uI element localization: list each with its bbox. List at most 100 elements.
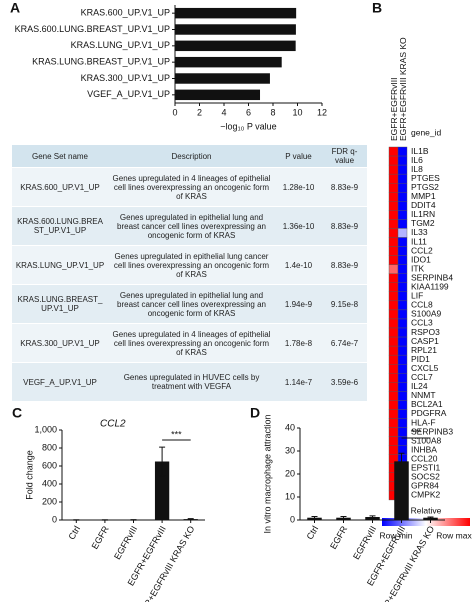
bar	[175, 56, 282, 68]
column-label: EGFR+EGFRvIII KRAS KO	[398, 37, 408, 141]
heatmap-cell	[397, 228, 408, 238]
y-tick-label: 30	[285, 445, 295, 455]
row-label: PTGS2	[411, 182, 439, 192]
row-label: PID1	[411, 354, 430, 364]
chart-title: CCL2	[100, 419, 126, 430]
x-tick-label: Ctrl	[305, 524, 321, 541]
table-row: KRAS.600_UP.V1_UP Genes upregulated in 4 …	[12, 167, 367, 207]
y-tick-label: 40	[285, 422, 295, 432]
row-label: IL8	[411, 164, 423, 174]
table-cell: Genes upregulated in epithelial lung can…	[108, 245, 275, 285]
heatmap-cell	[397, 246, 408, 256]
bar	[394, 461, 409, 520]
table-cell: 1.94e-9	[275, 284, 322, 324]
row-label: IL33	[411, 227, 428, 237]
heatmap-cell	[397, 409, 408, 419]
heatmap-cell	[388, 445, 399, 455]
heatmap-cell	[388, 201, 399, 211]
heatmap-cell	[397, 373, 408, 383]
x-tick-label: EGFRvIII	[112, 524, 139, 561]
row-label: CCL2	[411, 245, 433, 255]
x-tick-label: 0	[172, 107, 177, 117]
table-row: KRAS.LUNG.BREAST_UP.V1_UP Genes upregulat…	[12, 284, 367, 324]
heatmap-cell	[397, 282, 408, 293]
heatmap-cell	[397, 173, 408, 184]
heatmap-cell	[397, 273, 408, 283]
heatmap-cell	[397, 201, 408, 211]
y-tick-label: 0	[52, 514, 57, 524]
heatmap-cell	[397, 354, 408, 365]
table-cell: 1.28e-10	[275, 167, 322, 207]
table-cell: KRAS.300_UP.V1_UP	[12, 323, 108, 363]
row-label: HLA-F	[411, 417, 436, 427]
row-label: DDIT4	[411, 200, 436, 210]
column-header: Description	[108, 145, 275, 168]
x-tick-label: 10	[292, 107, 302, 117]
row-header: gene_id	[411, 127, 442, 137]
gene-set-table: Gene Set name Description P value FDR q-val…	[12, 145, 367, 402]
heatmap-cell	[388, 155, 399, 166]
table-cell: 9.15e-8	[322, 284, 367, 324]
row-label: IL6	[411, 155, 423, 165]
table-cell: 1.36e-10	[275, 206, 322, 246]
x-tick-label: 4	[221, 107, 226, 117]
table-cell: 8.83e-9	[322, 206, 367, 246]
heatmap-cell	[397, 336, 408, 347]
row-label: S100A9	[411, 309, 442, 319]
error-bar	[369, 515, 376, 519]
y-axis-label: In vitro macrophage attraction	[262, 414, 272, 533]
x-tick-label: 6	[246, 107, 251, 117]
table-cell: KRAS.LUNG_UP.V1_UP	[12, 245, 108, 285]
row-label: IL1B	[411, 146, 429, 156]
row-label: NNMT	[411, 390, 436, 400]
x-axis-label: −log₁₀ P value	[220, 121, 276, 131]
heatmap-cell	[397, 219, 408, 229]
legend-title: Relative	[411, 505, 442, 515]
table-cell: Genes upregulated in 4 lineages of epith…	[108, 323, 275, 363]
row-label: CMPK2	[411, 490, 441, 500]
error-bar	[398, 452, 405, 470]
row-label: S100A8	[411, 435, 442, 445]
error-bar	[427, 516, 434, 519]
row-label: MMP1	[411, 191, 436, 201]
heatmap-cell	[397, 345, 408, 356]
column-header: Gene Set name	[12, 145, 108, 168]
row-label: IL1RN	[411, 209, 435, 219]
heatmap-cell	[397, 391, 408, 401]
heatmap-cell	[397, 192, 408, 202]
x-tick-label: EGFRvIII	[351, 524, 378, 561]
bar	[175, 7, 297, 19]
heatmap-cell	[388, 427, 399, 437]
y-tick-label: 0	[290, 514, 295, 524]
table-cell: Genes upregulated in epithelial lung and…	[108, 206, 275, 246]
row-label: IL11	[411, 236, 427, 246]
row-label: CCL8	[411, 300, 433, 310]
heatmap-cell	[388, 418, 399, 428]
table-cell: VEGF_A_UP.V1_UP	[12, 362, 108, 402]
table-cell: KRAS.LUNG.BREAST_UP.V1_UP	[12, 284, 108, 324]
y-tick-label: 600	[42, 460, 57, 470]
y-tick-label: 800	[42, 442, 57, 452]
row-label: SERPINB4	[411, 272, 453, 282]
y-tick-label: VGEF_A_UP.V1_UP	[87, 89, 170, 99]
row-label: GPR84	[411, 481, 439, 491]
panel-label: B	[372, 0, 382, 16]
column-header: FDR q-value	[322, 145, 367, 168]
heatmap-cell	[388, 255, 399, 265]
x-tick-label: EGFR	[328, 524, 349, 551]
heatmap-cell	[397, 382, 408, 392]
row-label: IL24	[411, 381, 428, 391]
heatmap-cell	[397, 146, 408, 157]
heatmap-cell	[388, 273, 399, 283]
row-label: KIAA1199	[411, 282, 449, 292]
heatmap-cell	[388, 345, 399, 356]
heatmap-cell	[397, 327, 408, 338]
heatmap-cell	[388, 173, 399, 184]
x-tick-label: 2	[197, 107, 202, 117]
heatmap-cell	[388, 291, 399, 302]
table-cell: KRAS.600_UP.V1_UP	[12, 167, 108, 207]
heatmap-cell	[397, 364, 408, 374]
y-tick-label: KRAS.300_UP.V1_UP	[81, 73, 170, 83]
